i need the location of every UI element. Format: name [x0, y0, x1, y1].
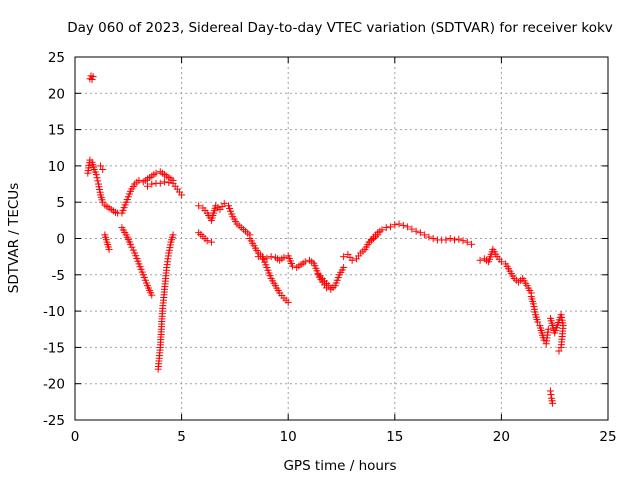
data-point — [557, 343, 565, 351]
x-tick-label: 5 — [177, 429, 186, 445]
data-point — [207, 238, 215, 246]
data-point — [340, 253, 348, 261]
y-tick-label: 0 — [56, 232, 65, 248]
data-point — [323, 284, 331, 292]
data-point — [94, 177, 102, 185]
data-point — [178, 191, 186, 199]
data-point — [391, 221, 399, 229]
data-point — [555, 347, 563, 355]
data-point — [143, 182, 151, 190]
x-tick-label: 20 — [493, 429, 510, 445]
y-tick-label: -15 — [43, 340, 65, 356]
data-point — [203, 237, 211, 245]
data-point — [534, 318, 542, 326]
y-axis-label: SDTVAR / TECUs — [6, 183, 22, 293]
data-point — [399, 221, 407, 229]
data-point — [128, 243, 136, 251]
y-tick-label: 15 — [48, 123, 65, 139]
data-point — [105, 245, 113, 253]
data-point — [387, 223, 395, 231]
data-point — [169, 231, 177, 239]
data-point — [161, 178, 169, 186]
y-tick-label: -20 — [43, 377, 65, 393]
data-point — [549, 399, 557, 407]
data-point — [99, 166, 107, 174]
data-point — [288, 262, 296, 270]
data-point — [476, 256, 484, 264]
data-point — [93, 174, 101, 182]
chart-title: Day 060 of 2023, Sidereal Day-to-day VTE… — [67, 20, 613, 36]
x-tick-label: 15 — [386, 429, 403, 445]
data-point — [263, 254, 271, 262]
data-point — [220, 200, 228, 208]
data-point — [468, 240, 476, 248]
data-point — [301, 258, 309, 266]
x-tick-label: 0 — [71, 429, 80, 445]
data-point — [97, 162, 105, 170]
axis-ticks: 0 5 10 15 20 25 25 20 15 10 5 0 -5 -10 -15 -20 -25 — [43, 50, 617, 445]
data-point — [442, 236, 450, 244]
x-tick-label: 10 — [280, 429, 297, 445]
data-point — [429, 235, 437, 242]
y-tick-label: 5 — [56, 195, 65, 211]
data-point — [450, 236, 458, 244]
data-point — [547, 391, 555, 399]
data-point — [544, 325, 552, 333]
data-points — [84, 72, 567, 407]
data-point — [129, 246, 137, 254]
data-point — [412, 227, 420, 235]
data-point — [421, 231, 429, 239]
data-point — [148, 180, 156, 188]
data-point — [455, 235, 463, 243]
data-point — [416, 229, 424, 237]
y-tick-label: -25 — [43, 413, 65, 429]
y-tick-label: 25 — [48, 50, 65, 66]
x-tick-label: 25 — [599, 429, 616, 445]
data-point — [92, 171, 100, 179]
data-point — [267, 253, 275, 261]
data-point — [446, 235, 454, 242]
data-point — [382, 224, 390, 232]
x-axis-label: GPS time / hours — [283, 458, 396, 474]
y-tick-label: -10 — [43, 304, 65, 320]
data-point — [348, 256, 356, 264]
data-point — [89, 73, 97, 81]
data-point — [425, 233, 433, 241]
data-point — [259, 255, 267, 263]
data-point — [88, 76, 96, 84]
data-point — [156, 179, 164, 187]
data-point — [459, 237, 467, 245]
data-point — [280, 253, 288, 261]
data-point — [135, 176, 143, 184]
data-point — [546, 387, 554, 395]
data-point — [378, 226, 386, 234]
data-point — [340, 264, 348, 272]
grid-lines — [75, 57, 608, 420]
data-point — [254, 253, 262, 261]
data-point — [408, 225, 416, 233]
y-tick-label: 20 — [48, 86, 65, 102]
data-point — [395, 220, 403, 228]
data-point — [463, 238, 471, 246]
y-tick-label: -5 — [52, 268, 65, 284]
data-point — [152, 169, 160, 177]
data-point — [497, 258, 505, 266]
y-tick-label: 10 — [48, 159, 65, 175]
data-point — [404, 223, 412, 231]
data-point — [165, 179, 173, 187]
data-point — [195, 202, 203, 210]
data-point — [126, 240, 134, 248]
data-point — [148, 291, 156, 299]
data-point — [284, 298, 292, 306]
